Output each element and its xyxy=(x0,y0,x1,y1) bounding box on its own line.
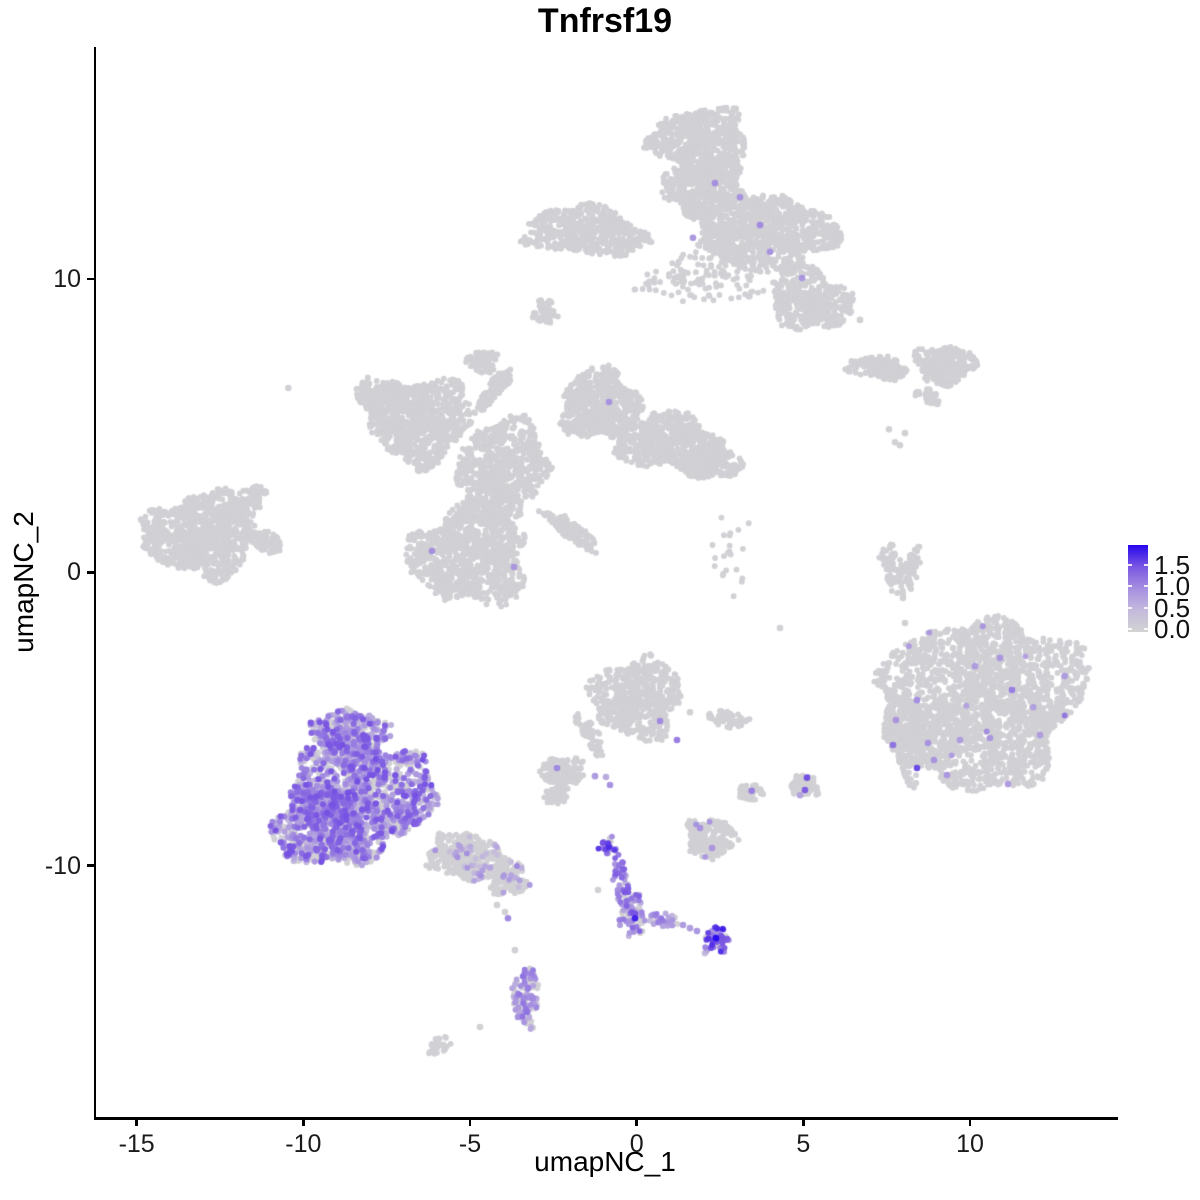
y-tick-label: 10 xyxy=(53,264,81,293)
x-axis-title: umapNC_1 xyxy=(534,1146,676,1177)
legend-tick-mark xyxy=(1144,628,1148,630)
legend-tick-mark xyxy=(1128,564,1132,567)
plot-title: Tnfrsf19 xyxy=(537,2,673,40)
legend-tick-label: 1.5 xyxy=(1154,550,1191,581)
y-axis-title: umapNC_2 xyxy=(8,511,39,653)
legend-tick-label: 1.0 xyxy=(1154,571,1191,602)
y-tick-mark xyxy=(87,864,95,867)
legend-tick-mark xyxy=(1144,606,1148,609)
x-axis-line xyxy=(93,1117,1118,1120)
y-tick-label: -10 xyxy=(44,851,81,880)
x-tick-label: -10 xyxy=(285,1130,322,1158)
y-tick-mark xyxy=(87,277,95,281)
x-tick-label: 0 xyxy=(629,1130,644,1158)
x-tick-label: -5 xyxy=(458,1130,482,1158)
legend-tick-mark xyxy=(1128,585,1132,588)
legend-tick-mark xyxy=(1128,606,1132,609)
legend-tick-label: 0.0 xyxy=(1154,614,1191,644)
x-tick-mark xyxy=(302,1118,305,1126)
x-tick-mark xyxy=(635,1118,638,1126)
legend-tick-mark xyxy=(1144,585,1148,588)
legend-tick-mark xyxy=(1128,628,1132,630)
legend-colorbar xyxy=(1128,545,1148,632)
y-axis-line xyxy=(93,47,97,1120)
legend-tick-label: 0.5 xyxy=(1154,592,1191,623)
x-tick-mark xyxy=(135,1118,138,1126)
x-tick-label: 5 xyxy=(796,1130,811,1158)
y-tick-mark xyxy=(87,570,95,574)
y-tick-label: 0 xyxy=(67,558,81,587)
x-tick-mark xyxy=(802,1118,805,1126)
x-tick-mark xyxy=(468,1118,472,1126)
x-tick-label: -15 xyxy=(118,1130,155,1158)
legend-tick-mark xyxy=(1144,564,1148,567)
x-tick-label: 10 xyxy=(956,1130,984,1158)
x-tick-mark xyxy=(968,1118,972,1126)
